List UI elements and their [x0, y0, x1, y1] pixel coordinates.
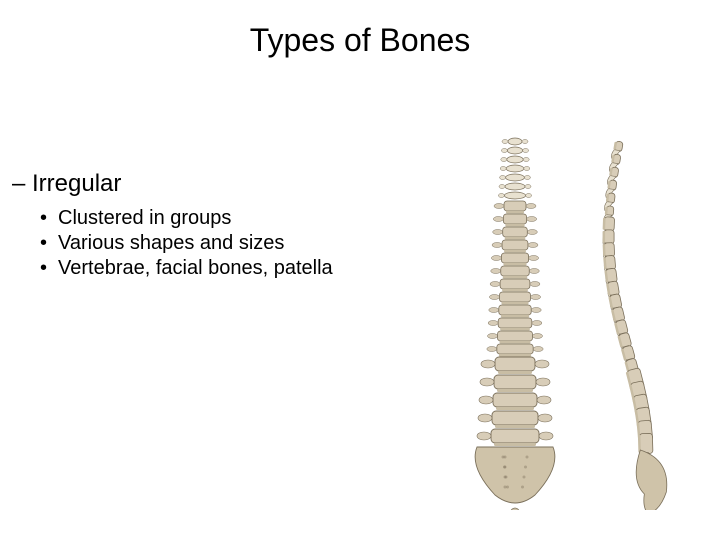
bullet-marker: •: [40, 256, 58, 281]
bullet-text: Vertebrae, facial bones, patella: [58, 256, 333, 281]
bullet-marker: •: [40, 206, 58, 231]
slide: Types of Bones – Irregular • Clustered i…: [0, 0, 720, 540]
subheading-dash: –: [12, 170, 32, 197]
spine-illustration: [445, 130, 695, 510]
bullet-list: • Clustered in groups • Various shapes a…: [40, 206, 333, 281]
subheading-text: Irregular: [32, 170, 121, 197]
subheading: – Irregular: [12, 170, 121, 198]
bullet-item: • Various shapes and sizes: [40, 231, 333, 256]
bullet-marker: •: [40, 231, 58, 256]
slide-title: Types of Bones: [0, 22, 720, 59]
bullet-text: Clustered in groups: [58, 206, 231, 231]
bullet-item: • Clustered in groups: [40, 206, 333, 231]
bullet-text: Various shapes and sizes: [58, 231, 284, 256]
spine-svg: [445, 130, 695, 510]
bullet-item: • Vertebrae, facial bones, patella: [40, 256, 333, 281]
